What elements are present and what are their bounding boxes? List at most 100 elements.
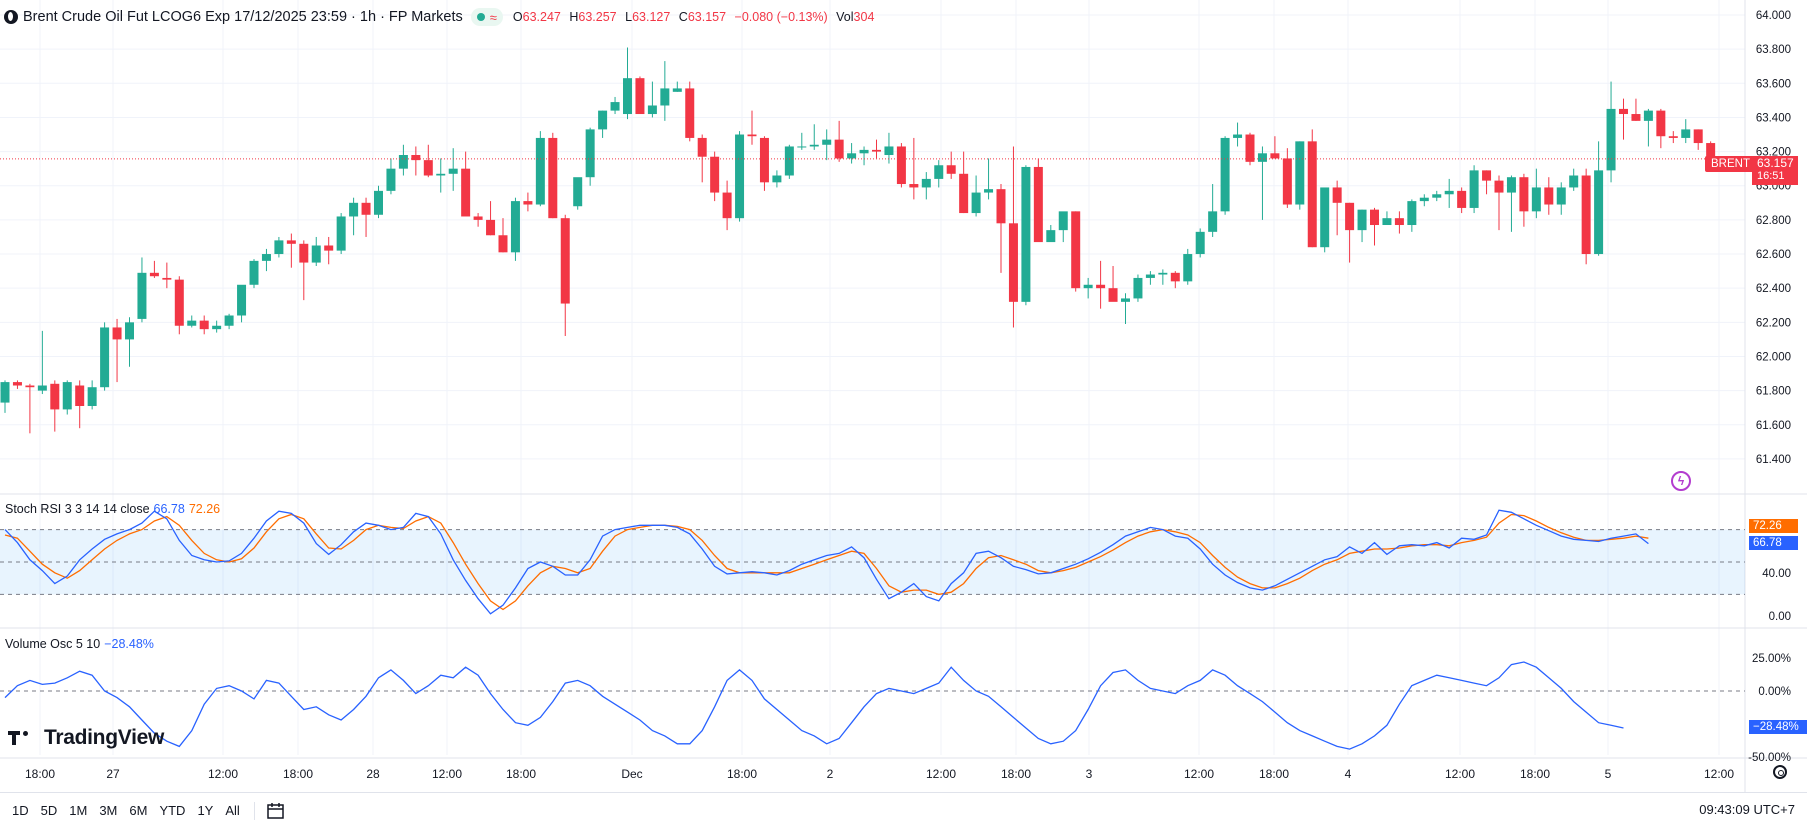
stoch-tick-label: 40.00 xyxy=(1762,568,1791,580)
candle-body xyxy=(37,385,47,391)
price-tick-label: 64.000 xyxy=(1756,10,1791,22)
stoch-d-value: 72.26 xyxy=(188,502,221,516)
candle-body xyxy=(585,129,595,178)
range-all[interactable]: All xyxy=(225,803,240,818)
candle-body xyxy=(1133,277,1143,299)
candle-body xyxy=(349,202,359,217)
range-5d[interactable]: 5D xyxy=(40,803,58,818)
time-tick-label: 18:00 xyxy=(1520,767,1550,781)
candle-body xyxy=(486,219,496,236)
time-tick-label: 4 xyxy=(1345,767,1352,781)
candle-body xyxy=(75,385,85,406)
candle-body xyxy=(772,175,782,183)
candle-body xyxy=(1619,108,1628,115)
candle-body xyxy=(249,260,259,285)
time-tick-label: 12:00 xyxy=(1184,767,1214,781)
price-tick-label: 63.200 xyxy=(1756,147,1791,159)
candle-body xyxy=(1594,170,1604,255)
candle-body xyxy=(685,88,695,138)
stoch-rsi-legend[interactable]: Stoch RSI 3 3 14 14 close 66.78 72.26 xyxy=(5,502,220,516)
price-tick-label: 61.800 xyxy=(1756,386,1791,398)
goto-date-icon[interactable] xyxy=(267,802,285,819)
candle-body xyxy=(1631,114,1641,121)
candle-body xyxy=(1432,194,1442,198)
chart-header: Brent Crude Oil Fut LCOG6 Exp 17/12/2025… xyxy=(4,6,879,28)
range-1d[interactable]: 1D xyxy=(12,803,29,818)
candle-body xyxy=(635,78,645,115)
wave-icon: ≈ xyxy=(489,9,497,25)
tradingview-logo[interactable]: TradingView xyxy=(8,726,164,750)
candle-body xyxy=(1569,175,1579,188)
candle-body xyxy=(1494,180,1504,193)
price-tick-label: 62.200 xyxy=(1756,317,1791,329)
candle-body xyxy=(1706,143,1716,159)
candle-body xyxy=(1071,211,1081,289)
settings-gear-icon[interactable] xyxy=(1773,765,1787,779)
candle-body xyxy=(87,387,97,406)
price-tick-label: 62.800 xyxy=(1756,215,1791,227)
time-tick-label: 18:00 xyxy=(1001,767,1031,781)
clock-time[interactable]: 09:43:09 UTC+7 xyxy=(1699,802,1795,817)
candle-body xyxy=(324,245,334,251)
candle-body xyxy=(1021,166,1031,302)
range-1y[interactable]: 1Y xyxy=(197,803,214,818)
candle-body xyxy=(1233,134,1243,138)
candle-body xyxy=(1382,218,1392,226)
range-6m[interactable]: 6M xyxy=(129,803,148,818)
symbol-icon[interactable] xyxy=(4,10,18,24)
candle-body xyxy=(859,149,869,154)
candle-body xyxy=(996,189,1006,224)
stoch-rsi-title: Stoch RSI 3 3 14 14 close xyxy=(5,502,150,516)
candle-body xyxy=(573,177,583,207)
range-ytd[interactable]: YTD xyxy=(159,803,186,818)
time-tick-label: 12:00 xyxy=(1445,767,1475,781)
candle-body xyxy=(610,102,620,111)
candle-body xyxy=(125,322,134,340)
candle-body xyxy=(423,160,433,176)
candle-body xyxy=(1668,136,1678,138)
stoch-k-badge: 66.78 xyxy=(1749,536,1798,550)
symbol-title[interactable]: Brent Crude Oil Fut LCOG6 Exp 17/12/2025… xyxy=(23,9,463,25)
range-3m[interactable]: 3M xyxy=(99,803,118,818)
last-price-badge: 63.157 16:51 xyxy=(1752,156,1798,185)
close-key: C xyxy=(678,10,688,24)
high-key: H xyxy=(569,10,579,24)
lightning-icon[interactable]: ϟ xyxy=(1671,471,1691,491)
candle-body xyxy=(1469,170,1479,208)
candle-body xyxy=(286,240,296,244)
candle-body xyxy=(797,146,807,148)
change-value: −0.080 (−0.13%) xyxy=(734,10,828,24)
candle-body xyxy=(1033,166,1043,243)
candle-body xyxy=(1407,201,1417,226)
candle-body xyxy=(697,137,707,157)
market-status-pill[interactable]: ≈ xyxy=(470,8,503,26)
candle-body xyxy=(336,216,346,251)
time-tick-label: 27 xyxy=(106,767,120,781)
volume-osc-legend[interactable]: Volume Osc 5 10 −28.48% xyxy=(5,637,154,651)
range-1m[interactable]: 1M xyxy=(69,803,88,818)
candle-body xyxy=(1058,211,1068,231)
price-tick-label: 63.800 xyxy=(1756,44,1791,56)
candle-body xyxy=(1320,187,1330,248)
candle-body xyxy=(1245,134,1255,162)
candle-body xyxy=(0,382,10,403)
candle-body xyxy=(62,382,72,410)
tradingview-logo-icon xyxy=(8,730,38,746)
candle-body xyxy=(535,137,545,205)
candle-body xyxy=(921,178,931,188)
candle-body xyxy=(1606,108,1616,171)
candle-body xyxy=(1270,153,1280,159)
candle-body xyxy=(50,383,60,410)
candle-body xyxy=(523,201,533,205)
candle-body xyxy=(25,385,35,388)
price-tick-label: 62.000 xyxy=(1756,351,1791,363)
stoch-d-line xyxy=(4,513,1649,611)
candle-body xyxy=(834,139,844,159)
stoch-k-value: 66.78 xyxy=(153,502,185,516)
candle-body xyxy=(374,190,383,215)
close-value: 63.157 xyxy=(687,10,727,24)
candle-body xyxy=(149,272,159,277)
candle-body xyxy=(946,165,956,174)
candle-body xyxy=(199,320,209,330)
time-tick-label: Dec xyxy=(621,767,642,781)
